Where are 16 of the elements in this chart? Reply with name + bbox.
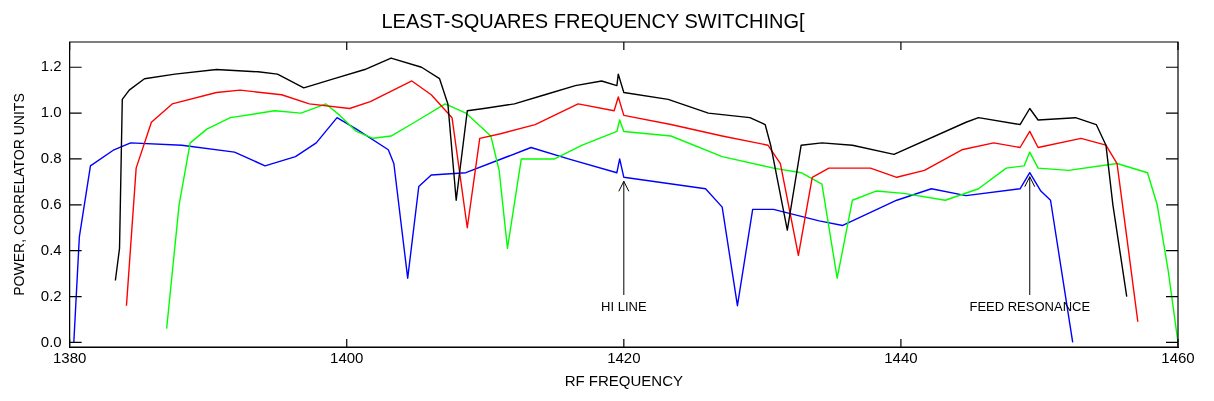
y-tick-label: 0.2 xyxy=(40,286,62,304)
y-tick-label: 1.2 xyxy=(40,57,62,75)
annotation: HI LINE xyxy=(601,298,647,314)
y-tick-label: 0.6 xyxy=(40,194,62,212)
chart-title: LEAST-SQUARES FREQUENCY SWITCHING[ xyxy=(381,9,805,32)
x-tick-label: 1440 xyxy=(884,349,918,367)
x-axis-title: RF FREQUENCY xyxy=(564,372,683,390)
x-tick-label: 1460 xyxy=(1161,349,1195,367)
y-tick-label: 1.0 xyxy=(40,103,62,121)
x-tick-label: 1420 xyxy=(607,349,641,367)
x-tick-label: 1400 xyxy=(330,349,364,367)
y-axis-title: POWER, CORRELATOR UNITS xyxy=(11,93,28,296)
y-tick-label: 0.4 xyxy=(40,240,62,258)
y-tick-label: 0.8 xyxy=(40,149,62,167)
x-tick-label: 1380 xyxy=(52,349,87,367)
y-tick-label: 0.0 xyxy=(40,332,62,350)
